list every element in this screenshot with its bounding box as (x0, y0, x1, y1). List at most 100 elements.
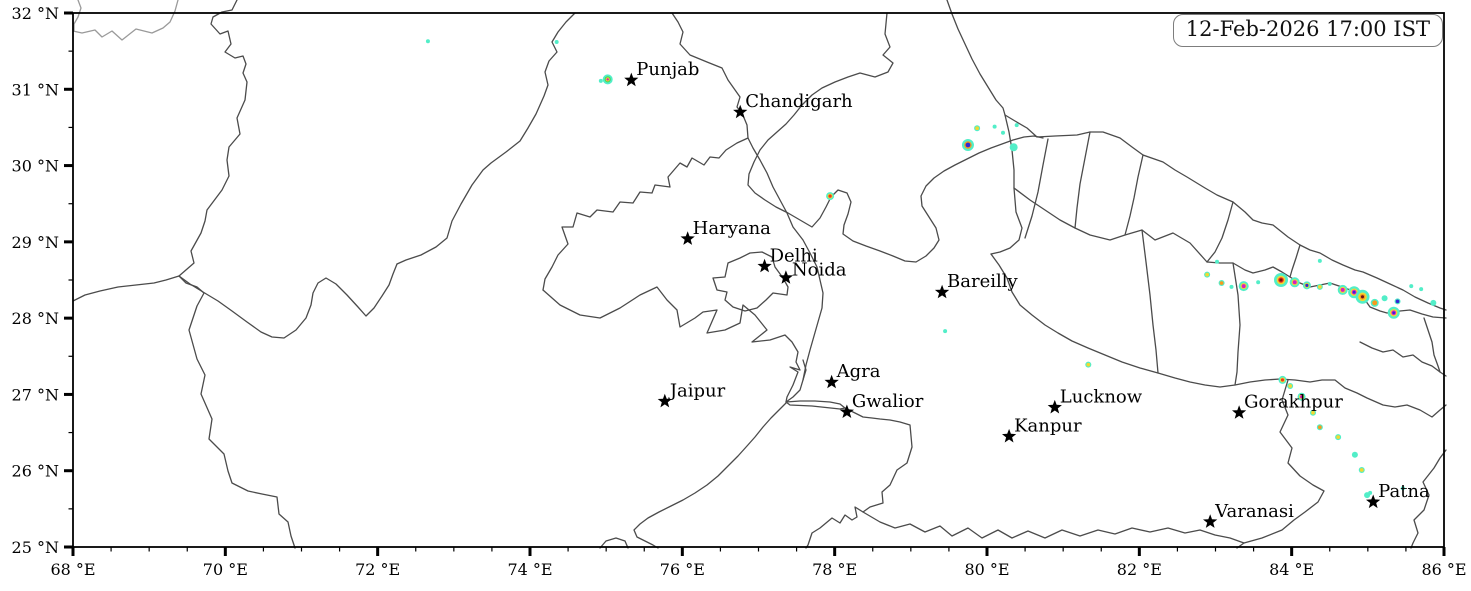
city-star-icon (733, 104, 748, 119)
city-label: Kanpur (1014, 415, 1082, 436)
city-marker-group: Agra (824, 361, 881, 389)
radar-cell (1014, 123, 1019, 128)
radar-cell (943, 329, 948, 334)
city-label: Gwalior (852, 391, 924, 412)
x-tick-label: 86 °E (1421, 560, 1466, 579)
city-star-icon (657, 393, 672, 408)
radar-cell (1355, 289, 1370, 304)
radar-cell-ring (1000, 130, 1005, 135)
radar-cell (598, 78, 603, 83)
radar-cell (1419, 287, 1424, 292)
radar-cell (602, 74, 613, 85)
city-star-icon (680, 231, 695, 245)
y-tick-label: 32 °N (12, 4, 59, 23)
city-star-icon (839, 404, 854, 418)
radar-cell (1348, 286, 1361, 299)
x-tick-label: 82 °E (1117, 560, 1162, 579)
radar-echoes-layer (425, 39, 1437, 499)
city-label: Haryana (693, 218, 772, 239)
city-star-icon (757, 258, 772, 273)
city-label: Lucknow (1060, 386, 1143, 407)
x-tick-label: 76 °E (660, 560, 705, 579)
radar-cell-ring (1336, 435, 1340, 440)
radar-cell-ring (1014, 123, 1019, 128)
radar-cell (1218, 280, 1225, 287)
radar-cell (1009, 143, 1018, 152)
radar-cell (1430, 299, 1437, 306)
city-star-icon (624, 72, 639, 87)
radar-cell-ring (975, 126, 979, 131)
radar-cell (1085, 361, 1092, 368)
y-tick-label: 27 °N (12, 385, 59, 404)
city-marker-group: Delhi (757, 245, 818, 273)
radar-cell-ring (1430, 299, 1437, 306)
radar-cell-ring (1364, 492, 1371, 499)
radar-cell-ring (1327, 281, 1332, 286)
radar-cell-ring (1400, 486, 1405, 491)
radar-cell (1409, 284, 1414, 289)
city-marker-group: Noida (778, 260, 847, 284)
radar-cell-ring (1419, 287, 1424, 292)
radar-cell-ring (1288, 384, 1293, 388)
radar-cell (1297, 392, 1306, 401)
radar-cell-ring (1359, 468, 1364, 472)
radar-cell (1316, 283, 1323, 290)
city-star-icon (1366, 494, 1381, 509)
radar-cell-ring (425, 39, 430, 44)
city-marker-group: Lucknow (1047, 386, 1143, 414)
radar-cell-ring (1219, 281, 1224, 285)
radar-cell-ring (1340, 287, 1345, 292)
radar-cell-ring (1317, 285, 1322, 289)
radar-cell-ring (965, 142, 971, 148)
radar-cell (1204, 271, 1211, 278)
radar-cell-ring (1372, 300, 1378, 306)
plot-border (72, 12, 1445, 548)
radar-cell (1000, 130, 1005, 135)
city-star-icon (778, 270, 794, 284)
axes-layer: 68 °E 70 °E 72 °E 74 °E 76 °E 78 °E 80 °E 82 °E… (12, 4, 1467, 579)
radar-cell (1317, 258, 1322, 263)
city-label: Punjab (636, 59, 699, 80)
radar-cell (1327, 281, 1332, 286)
radar-cell (1351, 451, 1358, 458)
radar-cell-ring (1381, 295, 1388, 302)
radar-cell (1337, 284, 1348, 295)
city-marker-group: Chandigarh (733, 91, 853, 119)
radar-cell (554, 39, 559, 44)
radar-cell (1215, 259, 1220, 264)
y-tick-label: 29 °N (12, 233, 59, 252)
radar-cell-ring (1280, 378, 1285, 382)
radar-cell-ring (1409, 284, 1414, 289)
city-star-icon (1232, 405, 1247, 419)
city-label: Patna (1378, 481, 1430, 502)
radar-cell (1256, 280, 1261, 285)
city-marker-group: Kanpur (1002, 415, 1082, 443)
city-label: Chandigarh (745, 91, 853, 112)
radar-cell (1370, 298, 1379, 307)
x-tick-label: 72 °E (355, 560, 400, 579)
radar-cell (1238, 281, 1249, 292)
radar-cell (1381, 295, 1388, 302)
radar-cell-ring (1317, 258, 1322, 263)
radar-cell-ring (606, 78, 609, 81)
radar-cell (1400, 486, 1405, 491)
x-tick-label: 74 °E (507, 560, 552, 579)
city-marker-group: Haryana (680, 218, 772, 245)
y-tick-label: 28 °N (12, 309, 59, 328)
radar-cell (1358, 466, 1365, 473)
radar-cell (425, 39, 430, 44)
radar-cell-ring (554, 39, 559, 44)
city-star-icon (1203, 514, 1218, 528)
y-tick-label: 26 °N (12, 462, 59, 481)
radar-cell-ring (1317, 425, 1322, 430)
city-marker-group: Jaipur (657, 380, 726, 408)
radar-cell (992, 124, 997, 129)
radar-cell (961, 138, 974, 151)
city-marker-group: Patna (1366, 481, 1430, 509)
state-boundaries (72, 0, 1447, 549)
radar-cell (1394, 298, 1401, 305)
city-marker-group: Varanasi (1203, 501, 1294, 528)
radar-cell-ring (1256, 280, 1261, 285)
